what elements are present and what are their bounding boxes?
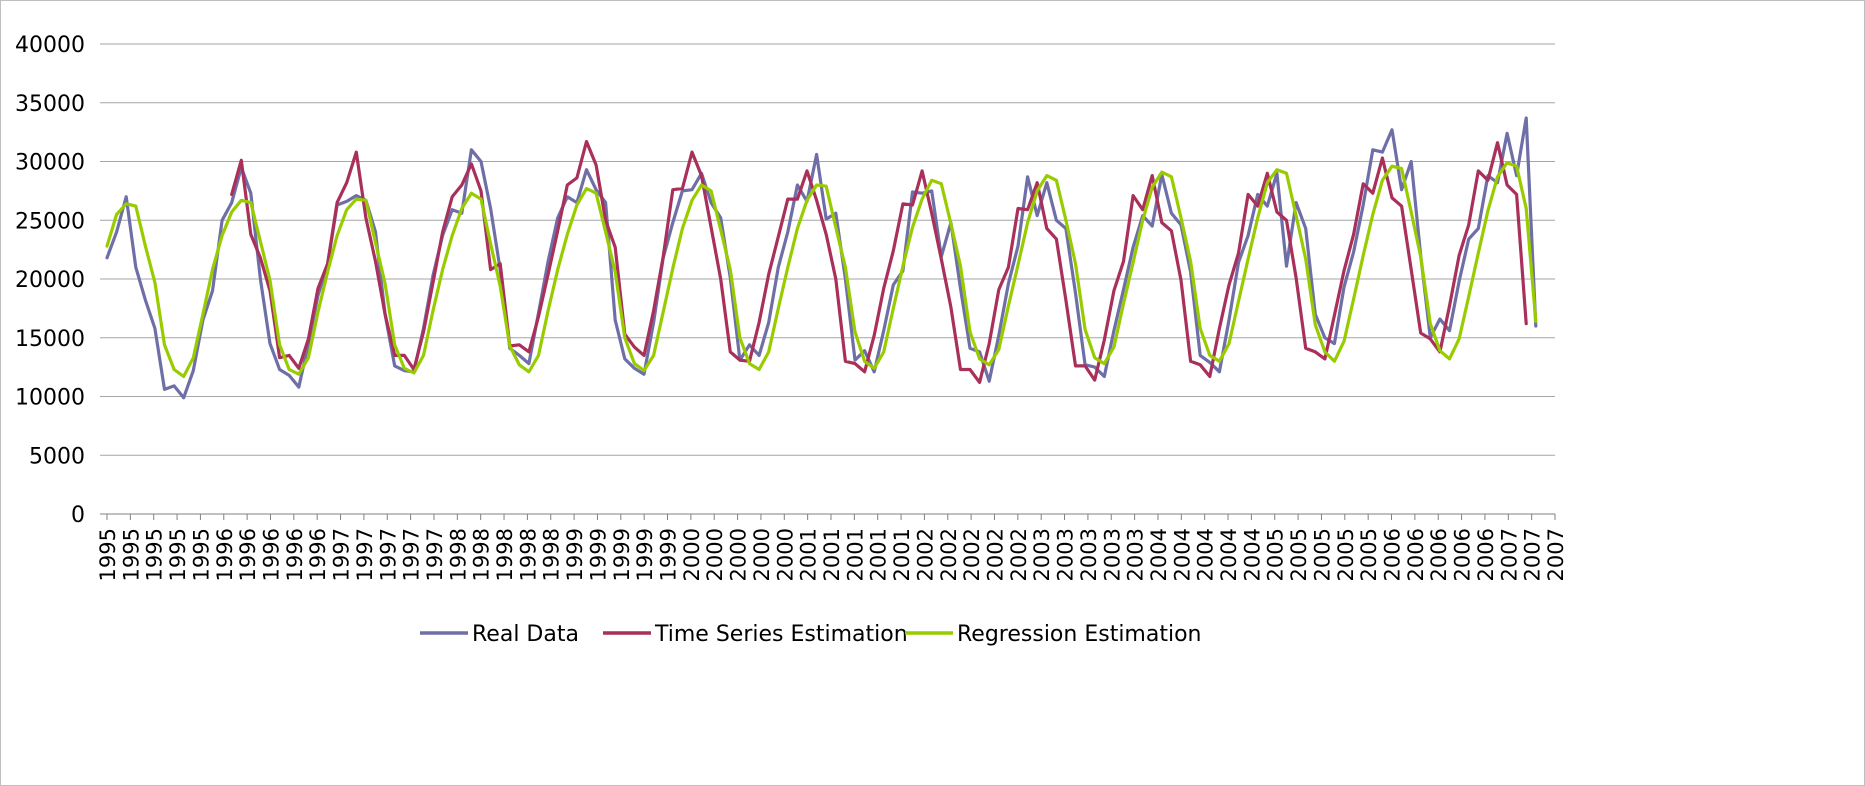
x-tick-label: 2000	[680, 528, 704, 581]
y-tick-label: 15000	[15, 327, 85, 352]
x-tick-label: 2002	[960, 528, 984, 581]
y-tick-label: 40000	[15, 33, 85, 58]
x-tick-label: 2002	[983, 528, 1007, 581]
legend: Real Data Time Series Estimation Regressio…	[420, 622, 1201, 647]
x-tick-label: 2007	[1497, 528, 1521, 581]
x-tick-label: 2002	[937, 528, 961, 581]
x-tick-label: 2007	[1544, 528, 1568, 581]
x-tick-label: 1996	[259, 528, 283, 581]
x-tick-label: 1998	[446, 528, 470, 581]
x-tick-label: 2000	[773, 528, 797, 581]
x-tick-label: 1999	[563, 528, 587, 581]
x-tick-label: 2003	[1077, 528, 1101, 581]
legend-label: Time Series Estimation	[654, 622, 908, 647]
gridlines	[100, 44, 1555, 514]
x-tick-label: 1998	[516, 528, 540, 581]
x-tick-label: 2001	[797, 528, 821, 581]
y-tick-label: 0	[71, 503, 85, 528]
x-tick-label: 2005	[1287, 528, 1311, 581]
x-tick-label: 1999	[610, 528, 634, 581]
x-tick-label: 1995	[189, 528, 213, 581]
x-tick-label: 1995	[143, 528, 167, 581]
x-tick-label: 1995	[119, 528, 143, 581]
legend-label: Regression Estimation	[957, 622, 1201, 647]
x-tick-label: 1995	[96, 528, 120, 581]
x-tick-label: 2001	[820, 528, 844, 581]
x-tick-label: 2004	[1170, 528, 1194, 581]
x-tick-label: 2006	[1451, 528, 1475, 581]
y-axis-ticks: 0 5000 10000 15000 20000 25000 30000 35000 40000	[15, 33, 85, 528]
x-tick-label: 1996	[283, 528, 307, 581]
y-tick-label: 20000	[15, 268, 85, 293]
x-tick-label: 2005	[1310, 528, 1334, 581]
legend-label: Real Data	[472, 622, 579, 647]
x-tick-label: 2005	[1357, 528, 1381, 581]
x-tick-label: 2002	[913, 528, 937, 581]
x-tick-label: 2005	[1334, 528, 1358, 581]
x-tick-label: 2001	[843, 528, 867, 581]
series-lines	[107, 118, 1536, 398]
x-tick-label: 2000	[727, 528, 751, 581]
x-tick-label: 1998	[493, 528, 517, 581]
x-tick-label: 2000	[750, 528, 774, 581]
x-tick-label: 2002	[1007, 528, 1031, 581]
x-tick-label: 1996	[213, 528, 237, 581]
x-tick-label: 2003	[1054, 528, 1078, 581]
x-tick-label: 1997	[400, 528, 424, 581]
x-tick-label: 1999	[633, 528, 657, 581]
y-tick-label: 35000	[15, 92, 85, 117]
x-tick-label: 1995	[166, 528, 190, 581]
x-tick-label: 1996	[306, 528, 330, 581]
x-tick-label: 2003	[1030, 528, 1054, 581]
x-tick-label: 1996	[236, 528, 260, 581]
x-tick-label: 2000	[703, 528, 727, 581]
x-tick-label: 2004	[1217, 528, 1241, 581]
x-tick-label: 1997	[330, 528, 354, 581]
x-tick-label: 2004	[1194, 528, 1218, 581]
y-tick-label: 5000	[29, 444, 85, 469]
x-tick-label: 2005	[1264, 528, 1288, 581]
x-tick-label: 2004	[1147, 528, 1171, 581]
y-tick-label: 10000	[15, 386, 85, 411]
x-tick-label: 1997	[376, 528, 400, 581]
x-tick-label: 2004	[1240, 528, 1264, 581]
x-tick-label: 1997	[423, 528, 447, 581]
x-tick-label: 2006	[1381, 528, 1405, 581]
x-tick-label: 2001	[867, 528, 891, 581]
x-tick-label: 2006	[1404, 528, 1428, 581]
x-tick-label: 2007	[1521, 528, 1545, 581]
x-axis-ticks: 1995 1995 1995 1995 1995 1996 1996 1996 1996 1996…	[96, 514, 1568, 581]
y-tick-label: 25000	[15, 209, 85, 234]
x-tick-label: 1997	[353, 528, 377, 581]
x-tick-label: 2006	[1474, 528, 1498, 581]
x-tick-label: 2003	[1124, 528, 1148, 581]
y-tick-label: 30000	[15, 151, 85, 176]
x-tick-label: 2006	[1427, 528, 1451, 581]
x-tick-label: 1998	[540, 528, 564, 581]
x-tick-label: 2003	[1100, 528, 1124, 581]
x-tick-label: 2001	[890, 528, 914, 581]
x-tick-label: 1999	[586, 528, 610, 581]
x-tick-label: 1999	[657, 528, 681, 581]
x-tick-label: 1998	[470, 528, 494, 581]
